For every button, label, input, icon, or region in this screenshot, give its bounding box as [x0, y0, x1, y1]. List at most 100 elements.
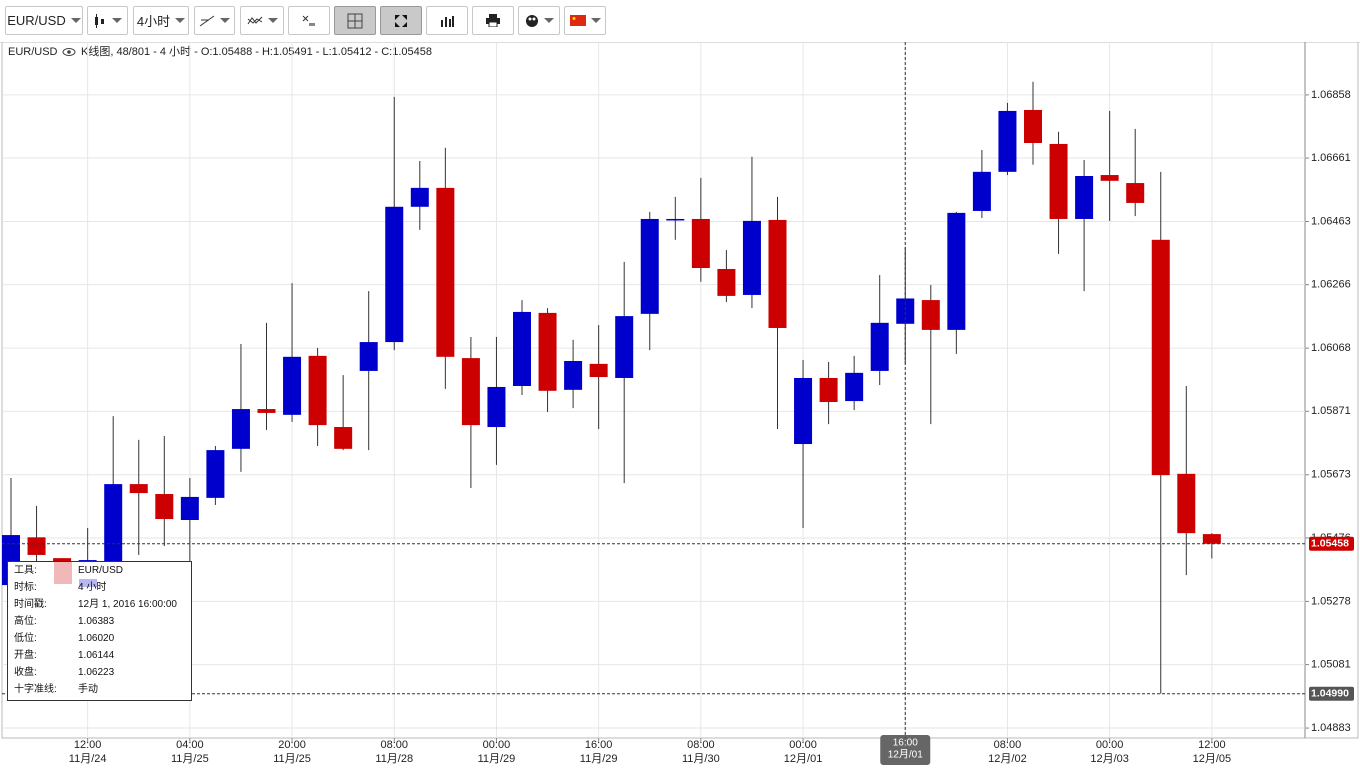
candle-body [1100, 175, 1119, 181]
crosshair-x-label-box [880, 735, 931, 765]
x-tick-date: 12月/03 [1090, 753, 1129, 765]
print-button[interactable] [472, 6, 514, 35]
x-tick-date: 12月/05 [1193, 753, 1232, 765]
y-tick-label: 1.05081 [1311, 658, 1351, 670]
tooltip-value: EUR/USD [78, 565, 124, 576]
icon [441, 15, 454, 27]
candle-body [998, 110, 1017, 172]
tooltip-row: 时标: 4 小时 [14, 581, 106, 595]
candle-body [972, 171, 991, 211]
tooltip-row: 开盘: 1.06144 [14, 649, 114, 663]
y-tick-label: 1.05871 [1311, 405, 1351, 417]
fullscreen-button[interactable] [380, 6, 422, 35]
x-tick-date: 11月/29 [580, 753, 618, 765]
candle-body [1075, 176, 1094, 219]
x-tick-date: 11月/24 [69, 753, 107, 765]
tooltip-row: 时间戳: 12月 1, 2016 16:00:00 [14, 598, 177, 612]
timeframe-text: 4小时 [136, 14, 171, 29]
y-tick-label: 1.06858 [1311, 89, 1351, 101]
language-button[interactable] [564, 6, 606, 35]
crosshair-y-box [1309, 686, 1354, 701]
candle-body [1126, 183, 1145, 203]
y-tick-label: 1.05673 [1311, 469, 1351, 481]
candle-body [206, 450, 225, 498]
chart-type-button[interactable] [87, 6, 128, 35]
clear-all-button[interactable] [288, 6, 330, 35]
indicator-button[interactable] [240, 6, 284, 35]
volume-button[interactable] [426, 6, 468, 35]
tooltip: 工具: EUR/USD 时标: 4 小时时间戳: 12月 1, 2016 16:00:0… [7, 561, 192, 701]
tooltip-label: 十字准线: [14, 684, 57, 695]
x-tick-label: 12:00 [74, 739, 102, 751]
candle-body [870, 322, 889, 371]
icon [395, 14, 407, 27]
candle-body [78, 560, 97, 562]
candle-body [794, 377, 813, 445]
candle-body [1049, 143, 1068, 219]
tooltip-row: 收盘: 1.06223 [14, 666, 114, 680]
x-tick-date: 12月/02 [988, 753, 1027, 765]
y-tick-label: 1.06266 [1311, 279, 1351, 291]
tooltip-label: 高位: [14, 616, 37, 627]
x-tick-date: 12月/01 [784, 753, 823, 765]
tooltip-label: 低位: [14, 633, 37, 644]
draw-button[interactable] [194, 6, 235, 35]
y-tick-label: 1.06463 [1311, 215, 1351, 227]
candle-body [436, 187, 455, 357]
timeframe-dropdown[interactable]: 4小时 [133, 6, 189, 35]
icon [486, 14, 500, 27]
symbol-text: EUR/USD [7, 13, 66, 28]
icon [199, 15, 215, 26]
toolbar: EUR/USD 4小时 [0, 0, 1360, 43]
candle-body [104, 484, 123, 576]
candle-body [896, 298, 915, 324]
x-tick-date: 11月/30 [682, 753, 720, 765]
icon [569, 15, 586, 26]
x-tick-label: 00:00 [789, 739, 817, 751]
last-price-label: 1.05458 [1311, 538, 1349, 550]
tooltip-value: 4 小时 [78, 582, 107, 593]
x-tick-label: 00:00 [483, 739, 511, 751]
candle-body [257, 409, 276, 413]
tooltip-label: 工具: [14, 565, 37, 576]
labels: 1.06858 1.06661 1.06463 1.06266 1.06068 1.058… [2, 42, 1354, 765]
last-price-box [1309, 536, 1354, 551]
tooltip-value: 1.06144 [78, 650, 115, 661]
tooltip-value: 1.06223 [78, 667, 115, 678]
x-tick-label: 04:00 [176, 739, 204, 751]
tooltip-label: 开盘: [14, 650, 37, 661]
x-tick-date: 11月/25 [273, 753, 311, 765]
candle-body [666, 218, 685, 221]
header-symbol: EUR/USD [8, 46, 58, 58]
tooltip-value: 1.06383 [78, 616, 115, 627]
candle-body [334, 427, 353, 449]
candle-body [1151, 239, 1170, 476]
crosshair-button[interactable] [334, 6, 376, 35]
candle-body [564, 360, 583, 390]
candle-body [180, 496, 199, 520]
y-tick-label: 1.05278 [1311, 595, 1351, 607]
candle-body [385, 206, 404, 343]
x-tick-date: 11月/28 [375, 753, 413, 765]
candle-body [717, 268, 736, 296]
candle-body [129, 484, 148, 494]
candle-body [487, 386, 506, 428]
candle-body [513, 311, 531, 386]
tooltip-row: 低位: 1.06020 [14, 632, 114, 646]
candle-body [819, 377, 838, 403]
x-tick-label: 08:00 [380, 739, 408, 751]
icon [247, 16, 262, 24]
candle-body [615, 316, 634, 378]
x-tick-label: 12:00 [1198, 739, 1226, 751]
tooltip-row: 高位: 1.06383 [14, 615, 114, 629]
color-button[interactable] [518, 6, 560, 35]
crosshair-x-date: 12月/01 [888, 749, 923, 761]
symbol-dropdown[interactable]: EUR/USD [5, 6, 83, 35]
tooltip-value: 12月 1, 2016 16:00:00 [78, 599, 177, 610]
candle-body [410, 187, 429, 207]
tooltip-value: 手动 [78, 684, 98, 695]
tooltip-row: 工具: EUR/USD [14, 564, 123, 578]
marks [2, 81, 1221, 694]
candle-body [1177, 473, 1196, 534]
